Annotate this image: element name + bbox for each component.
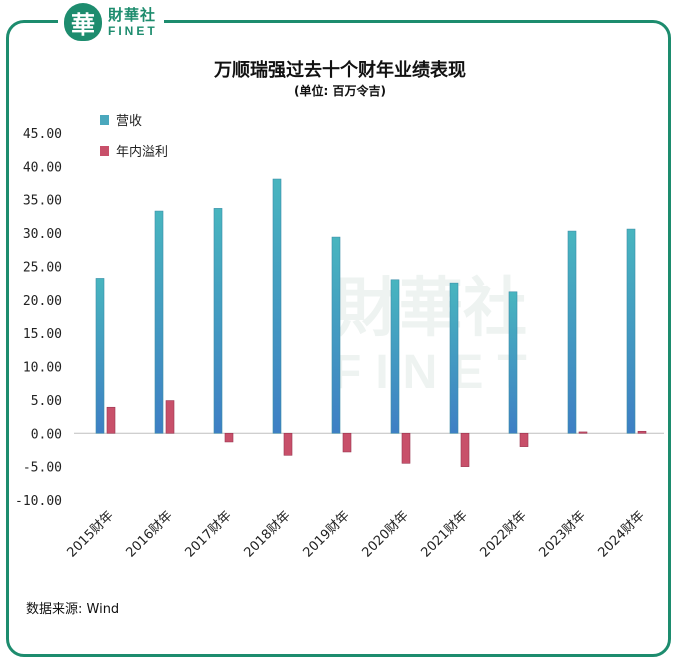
y-tick-label: 20.00 [23,294,62,309]
legend-swatch-revenue [100,115,109,125]
legend-swatch-profit [100,146,109,156]
x-tick-label: 2020财年 [359,508,411,560]
x-tick-label: 2015财年 [64,508,116,560]
profit-bar [460,432,470,467]
profit-bar [224,432,234,443]
x-tick-label: 2017财年 [182,508,234,560]
x-tick-label: 2019财年 [300,508,352,560]
y-tick-label: 5.00 [31,394,62,409]
watermark-en: FINET [332,346,541,399]
watermark: 財華社 FINET [332,272,541,399]
x-tick-label: 2024财年 [595,508,647,560]
profit-bar [637,430,647,434]
chart-subtitle: (单位: 百万令吉) [294,84,386,98]
profit-bar [342,432,352,453]
x-tick-label: 2016财年 [123,508,175,560]
y-tick-label: -10.00 [15,494,62,509]
brand-logo: 華 財華社 FINET [58,2,164,42]
revenue-bar [567,230,577,434]
revenue-bar [154,210,164,434]
y-tick-label: 25.00 [23,260,62,275]
bars [95,178,647,467]
revenue-bar [272,178,282,434]
profit-bar [165,400,175,434]
y-tick-label: -5.00 [23,461,62,476]
revenue-bar [626,228,636,434]
legend-label-revenue: 营收 [116,114,142,129]
profit-bar [283,432,293,456]
y-tick-label: 30.00 [23,227,62,242]
y-tick-label: 10.00 [23,361,62,376]
y-tick-label: 15.00 [23,327,62,342]
revenue-bar [331,236,341,434]
x-tick-label: 2021财年 [418,508,470,560]
brand-name-cn: 財華社 [108,5,157,24]
chart-title: 万顺瑞强过去十个财年业绩表现 [214,60,466,81]
revenue-bar [390,279,400,434]
profit-bar [578,431,588,434]
revenue-bar [95,278,105,434]
profit-bar [401,432,411,464]
y-tick-label: 40.00 [23,160,62,175]
legend-label-profit: 年内溢利 [116,144,168,160]
brand-name-en: FINET [108,23,158,38]
x-tick-label: 2023财年 [536,508,588,560]
revenue-bar [449,282,459,434]
y-tick-label: 0.00 [31,427,62,442]
x-tick-label: 2018财年 [241,508,293,560]
profit-bar [519,432,529,447]
y-tick-label: 35.00 [23,194,62,209]
watermark-cn: 財華社 [335,272,527,346]
revenue-bar [213,208,223,434]
data-source: 数据来源: Wind [26,602,120,617]
x-tick-label: 2022财年 [477,508,529,560]
y-tick-label: 45.00 [23,127,62,142]
profit-bar [106,406,116,434]
revenue-bar [508,291,518,434]
logo-mark-icon: 華 [64,3,102,41]
